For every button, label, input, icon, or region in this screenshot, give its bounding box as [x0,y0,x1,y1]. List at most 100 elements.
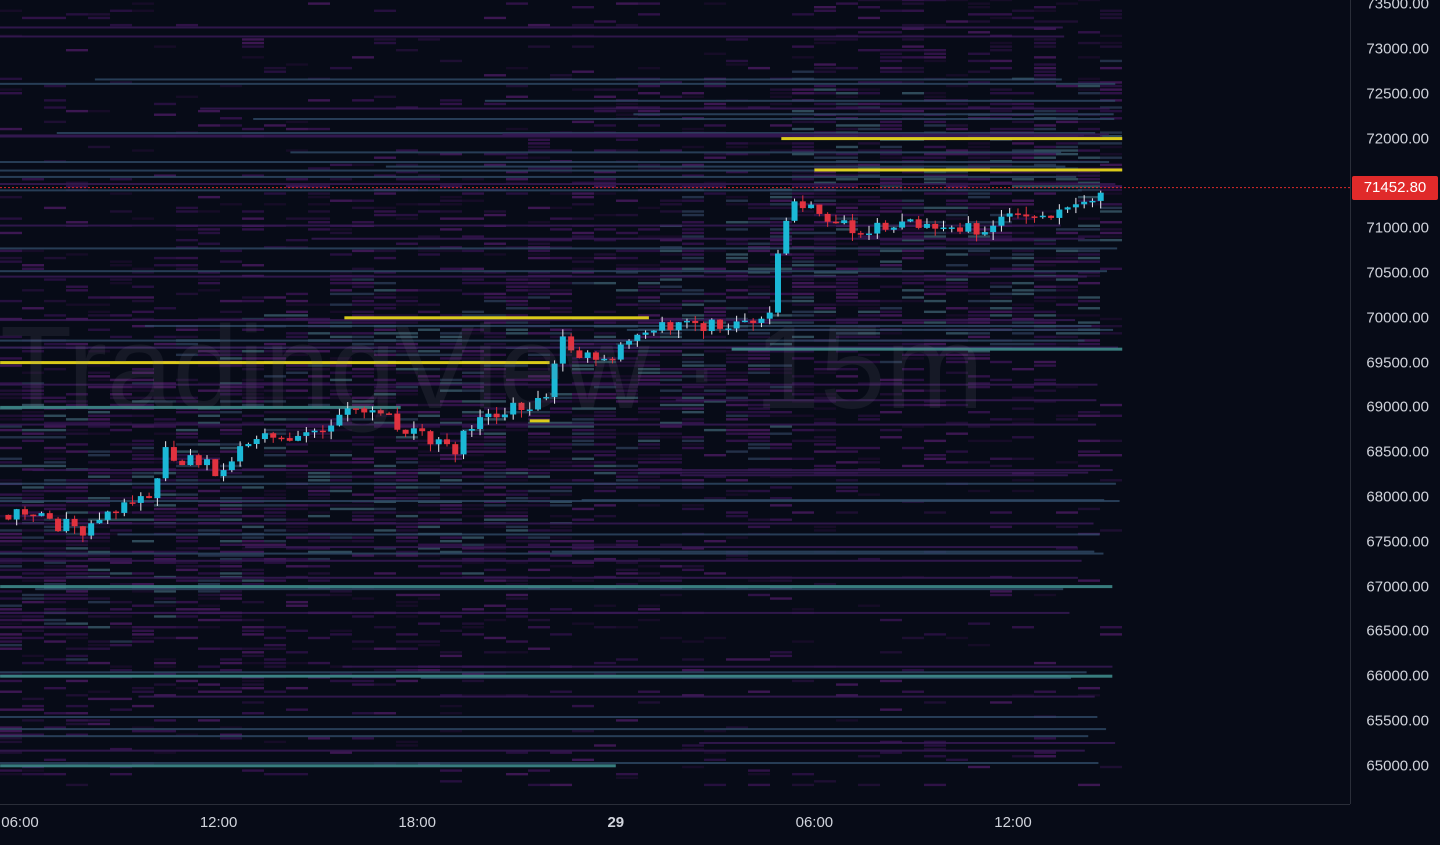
heatmap-cell [902,249,924,253]
heatmap-cell [946,102,968,106]
heatmap-cell [880,81,902,84]
heatmap-cell [946,127,968,131]
heatmap-cell [1078,81,1100,84]
heatmap-cell [176,561,198,564]
heatmap-cell [0,640,22,643]
heatmap-cell [396,425,418,428]
heatmap-cell [770,217,792,220]
heatmap-cell [154,719,176,722]
heatmap-cell [484,396,506,400]
heatmap-cell [660,543,682,546]
heatmap-cell [352,396,374,400]
heatmap-cell [968,353,990,357]
heatmap-cell [902,235,924,238]
heatmap-cell [660,425,682,428]
heatmap-level-line [0,611,1070,614]
heatmap-cell [880,428,902,432]
heatmap-cell [968,299,990,303]
heatmap-cell [1078,127,1100,131]
heatmap-cell [660,307,682,310]
heatmap-cell [550,299,572,303]
heatmap-cell [308,2,330,5]
heatmap-cell [462,249,484,253]
heatmap-cell [286,310,308,314]
heatmap-cell [572,120,594,124]
heatmap-cell [1056,181,1078,185]
heatmap-cell [572,367,594,371]
heatmap-cell [748,217,770,220]
heatmap-cell [286,127,308,131]
heatmap-cell [638,557,660,561]
heatmap-cell [792,88,814,91]
heatmap-cell [110,461,132,464]
heatmap-cell [308,636,330,640]
heatmap-cell [1078,281,1100,285]
heatmap-cell [704,350,726,353]
heatmap-cell [990,360,1012,364]
heatmap-cell [748,353,770,357]
heatmap-cell [418,640,440,643]
heatmap-cell [308,461,330,464]
heatmap-cell [44,658,66,661]
heatmap-cell [726,63,748,66]
heatmap-cell [110,557,132,561]
heatmap-cell [792,56,814,59]
heatmap-cell [176,95,198,98]
heatmap-cell [924,740,946,744]
heatmap-cell [528,149,550,152]
time-axis[interactable]: 06:00 12:00 18:00 29 06:00 12:00 [0,804,1350,845]
heatmap-cell [682,289,704,292]
heatmap-cell [858,213,880,217]
heatmap-cell [528,543,550,546]
heatmap-cell [264,636,286,640]
heatmap-cell [66,253,88,256]
heatmap-cell [726,142,748,145]
heatmap-cell [814,307,836,310]
heatmap-cell [946,192,968,195]
heatmap-cell [506,296,528,299]
heatmap-cell [572,432,594,435]
heatmap-cell [374,289,396,292]
heatmap-cell [132,475,154,478]
heatmap-cell [1012,321,1034,324]
heatmap-cell [352,597,374,600]
heatmap-cell [22,511,44,514]
heatmap-cell [352,536,374,539]
heatmap-cell [308,511,330,514]
heatmap-cell [880,203,902,206]
heatmap-cell [990,206,1012,210]
heatmap-cell [858,163,880,167]
price-axis[interactable]: 73500.00 73000.00 72500.00 72000.00 71000.00… [1350,0,1440,804]
chart-plot-area[interactable]: TradingView · 15m [0,0,1350,804]
heatmap-cell [638,382,660,385]
heatmap-cell [704,192,726,195]
heatmap-candle-chart[interactable] [0,0,1350,804]
heatmap-cell [1078,142,1100,145]
heatmap-cell [352,457,374,460]
heatmap-cell [902,9,924,12]
heatmap-cell [88,557,110,561]
heatmap-cell [814,163,836,167]
heatmap-cell [814,199,836,202]
heatmap-cell [946,185,968,188]
heatmap-cell [440,504,462,507]
heatmap-cell [946,421,968,425]
heatmap-cell [0,414,22,417]
heatmap-cell [1034,152,1056,156]
heatmap-cell [638,479,660,482]
candle-up [369,410,376,413]
heatmap-cell [528,536,550,539]
heatmap-cell [286,432,308,435]
heatmap-cell [396,242,418,245]
heatmap-cell [484,375,506,378]
heatmap-cell [22,385,44,389]
heatmap-cell [836,360,858,364]
heatmap-cell [506,127,528,131]
heatmap-level-line [0,224,1061,227]
heatmap-cell [352,321,374,324]
heatmap-cell [198,565,220,568]
heatmap-cell [572,360,594,364]
heatmap-cell [506,561,528,564]
heatmap-cell [682,360,704,364]
heatmap-cell [924,49,946,52]
